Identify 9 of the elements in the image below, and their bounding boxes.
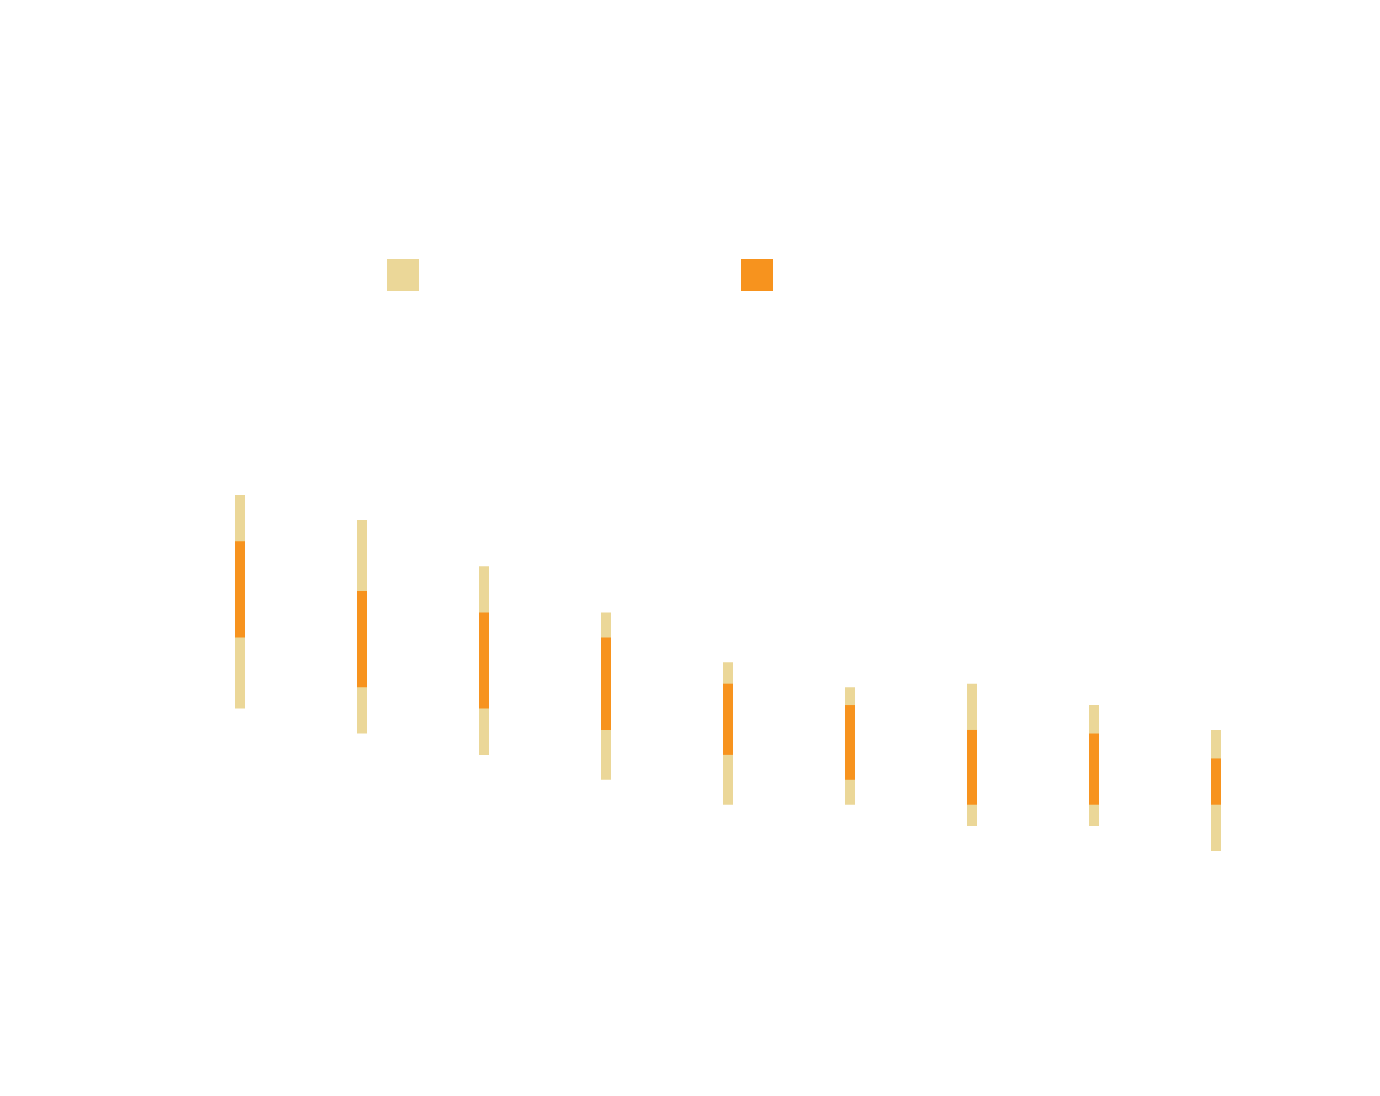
candlestick	[601, 612, 611, 780]
candlestick	[235, 495, 245, 709]
candlestick	[967, 683, 977, 827]
candlestick	[479, 566, 489, 755]
candlestick	[845, 687, 855, 805]
candlestick	[357, 519, 367, 734]
candlestick	[723, 662, 733, 805]
candlestick	[1211, 729, 1221, 851]
candlestick	[1089, 705, 1099, 827]
